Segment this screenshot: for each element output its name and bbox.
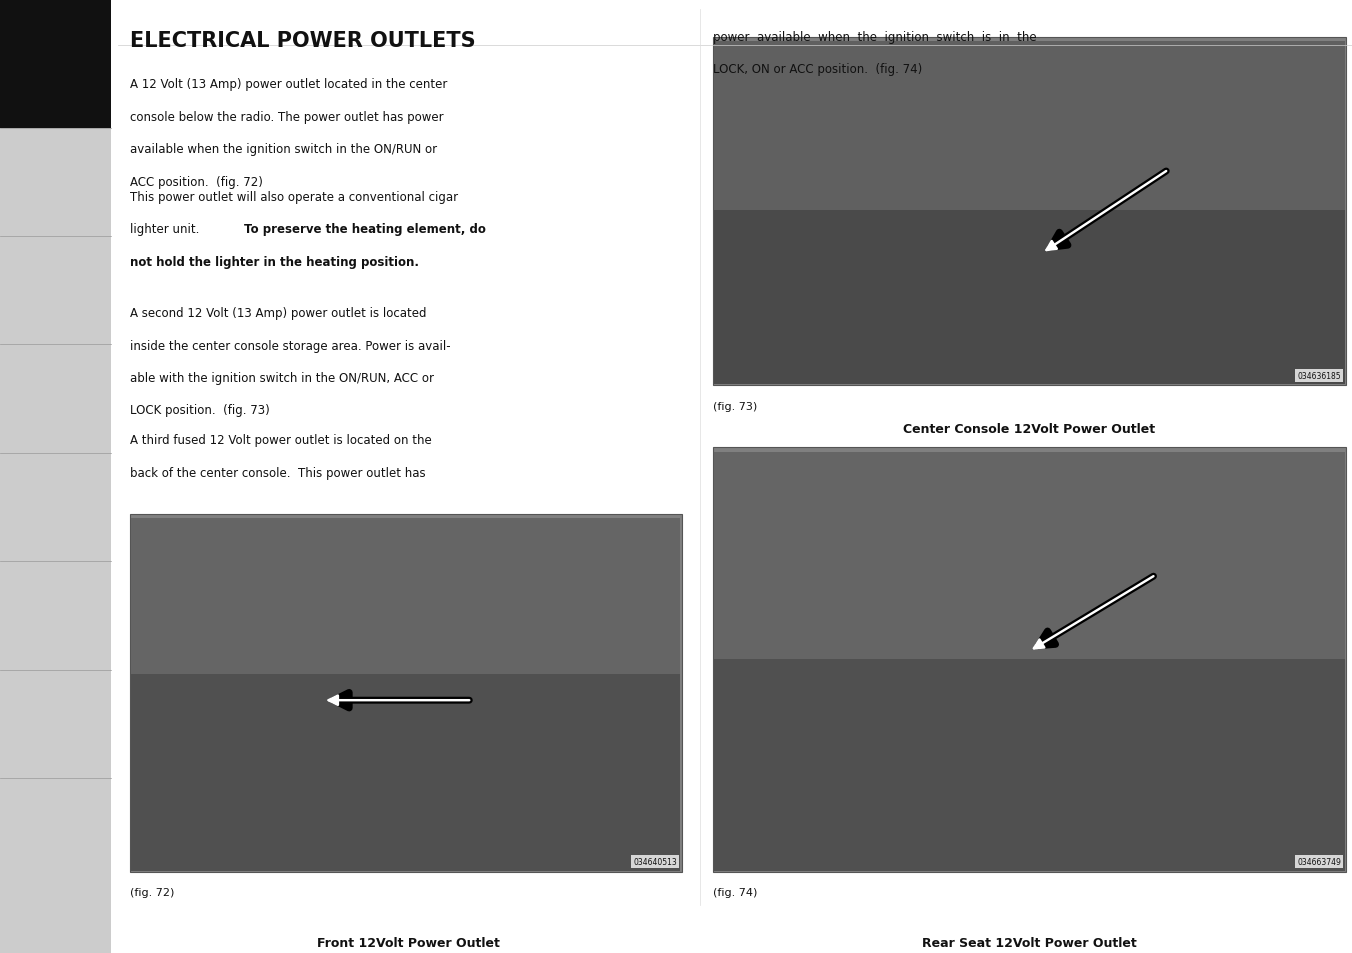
Text: A 12 Volt (13 Amp) power outlet located in the center: A 12 Volt (13 Amp) power outlet located … (130, 78, 448, 91)
Bar (714, 659, 1345, 871)
Text: TECHNICAL
SPECIFICATIONS: TECHNICAL SPECIFICATIONS (24, 714, 87, 734)
Text: (fig. 72): (fig. 72) (130, 887, 174, 897)
Text: (fig. 73): (fig. 73) (713, 401, 757, 411)
Text: KNOWING
YOUR
VEHICLE: KNOWING YOUR VEHICLE (30, 48, 81, 81)
Text: (fig. 74): (fig. 74) (713, 887, 757, 897)
Text: SERVICING
AND
CARE: SERVICING AND CARE (35, 600, 76, 631)
Text: SAFETY: SAFETY (41, 178, 70, 188)
Text: IN AN
EMERGENCY: IN AN EMERGENCY (31, 497, 80, 517)
Text: A third fused 12 Volt power outlet is located on the: A third fused 12 Volt power outlet is lo… (130, 434, 431, 447)
Bar (131, 518, 680, 676)
Bar (714, 212, 1345, 385)
Text: CONTENTS: CONTENTS (35, 827, 76, 837)
Text: 034636185: 034636185 (1298, 372, 1341, 380)
Text: lighter unit.: lighter unit. (130, 223, 207, 236)
Bar (714, 452, 1345, 659)
Text: To preserve the heating element, do: To preserve the heating element, do (243, 223, 485, 236)
Text: LOCK position.  (fig. 73): LOCK position. (fig. 73) (130, 404, 269, 417)
Text: console below the radio. The power outlet has power: console below the radio. The power outle… (130, 111, 443, 124)
Text: Center Console 12Volt Power Outlet: Center Console 12Volt Power Outlet (903, 422, 1155, 436)
Text: not hold the lighter in the heating position.: not hold the lighter in the heating posi… (130, 255, 419, 269)
Bar (130, 515, 681, 872)
Text: 034663749: 034663749 (1297, 858, 1341, 866)
Text: This power outlet will also operate a conventional cigar: This power outlet will also operate a co… (130, 191, 458, 204)
Bar (713, 448, 1345, 872)
Text: 94: 94 (43, 911, 68, 929)
Bar (713, 38, 1345, 386)
Text: available when the ignition switch in the ON/RUN or: available when the ignition switch in th… (130, 143, 437, 156)
Text: ACC position.  (fig. 72): ACC position. (fig. 72) (130, 175, 262, 189)
Bar (131, 675, 680, 871)
Text: inside the center console storage area. Power is avail-: inside the center console storage area. … (130, 339, 450, 353)
Text: LOCK, ON or ACC position.  (fig. 74): LOCK, ON or ACC position. (fig. 74) (713, 63, 922, 76)
Text: able with the ignition switch in the ON/RUN, ACC or: able with the ignition switch in the ON/… (130, 372, 434, 385)
Text: Front 12Volt Power Outlet: Front 12Volt Power Outlet (318, 936, 500, 949)
Text: ELECTRICAL POWER OUTLETS: ELECTRICAL POWER OUTLETS (130, 30, 476, 51)
Text: Rear Seat 12Volt Power Outlet: Rear Seat 12Volt Power Outlet (922, 936, 1137, 949)
Text: WARNING
LIGHTS
AND
MESSAGES: WARNING LIGHTS AND MESSAGES (35, 378, 76, 420)
Text: STARTING
AND
DRIVING: STARTING AND DRIVING (37, 275, 74, 307)
Text: A second 12 Volt (13 Amp) power outlet is located: A second 12 Volt (13 Amp) power outlet i… (130, 307, 426, 320)
Text: power  available  when  the  ignition  switch  is  in  the: power available when the ignition switch… (713, 30, 1036, 44)
Text: 034640513: 034640513 (633, 858, 677, 866)
Bar (714, 42, 1345, 213)
Text: back of the center console.  This power outlet has: back of the center console. This power o… (130, 466, 426, 479)
